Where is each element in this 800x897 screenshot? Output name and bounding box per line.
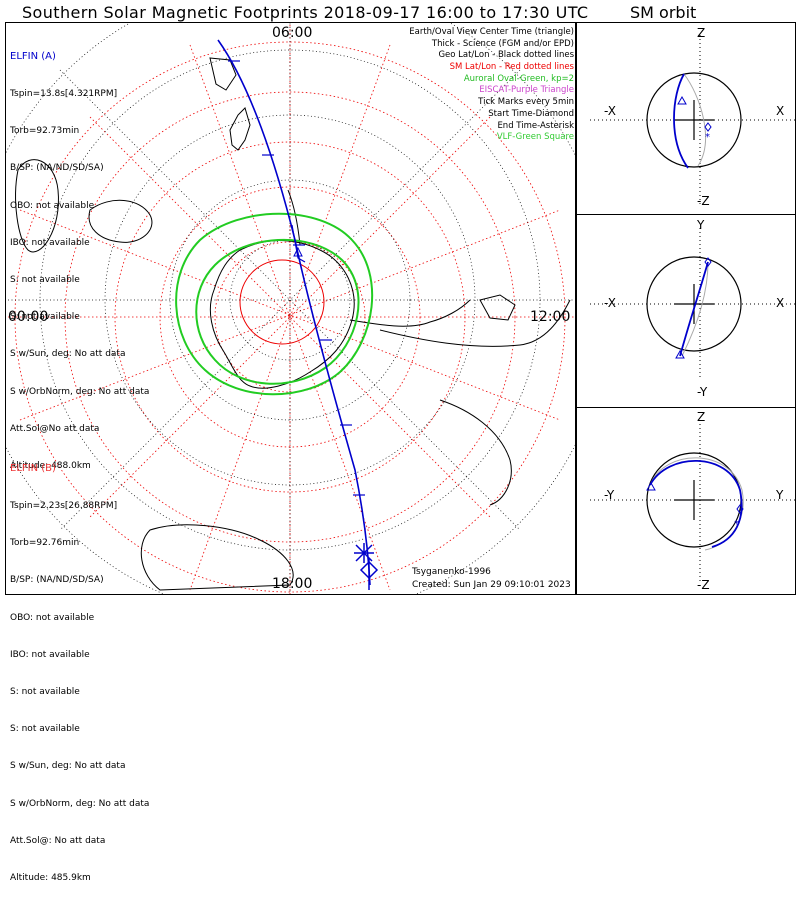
probe-b-line: S w/OrbNorm, deg: No att data	[10, 798, 150, 809]
orbit-axis-label: -Y	[604, 488, 615, 502]
footprint-map-frame	[5, 22, 576, 595]
hour-label-top: 06:00	[272, 25, 313, 41]
probe-b-line: S: not available	[10, 724, 80, 735]
svg-text:*: *	[734, 519, 739, 530]
legend-item: Auroral Oval-Green, kp=2	[463, 73, 574, 84]
legend-item: Start Time-Diamond	[488, 108, 574, 119]
legend-item: EISCAT-Purple Triangle	[479, 85, 574, 96]
probe-a-line: OBO: not available	[10, 200, 95, 211]
orbit-axis-label: -Y	[697, 385, 708, 399]
legend-item: Thick - Science (FGM and/or EPD)	[431, 38, 574, 49]
probe-a-line: Tspin=13.8s[4.321RPM]	[10, 89, 118, 100]
legend-item: SM Lat/Lon - Red dotted lines	[449, 62, 574, 73]
view-center-triangle-icon	[293, 246, 303, 257]
legend-item: Geo Lat/Lon - Black dotted lines	[438, 50, 574, 61]
probe-a-line: S w/Sun, deg: No att data	[10, 349, 126, 360]
probe-a-info: ELFIN (A) Tspin=13.8s[4.321RPM] Torb=92.…	[10, 26, 149, 485]
orbit-panels: * *	[590, 35, 795, 582]
orbit-axis-label: X	[776, 296, 785, 310]
probe-a-line: Altitude: 488.0km	[10, 461, 91, 472]
auroral-oval	[175, 212, 374, 396]
probe-a-line: B/SP: (NA/ND/SD/SA)	[10, 163, 104, 174]
orbit-axis-label: -X	[604, 296, 616, 310]
probe-b-line: S: not available	[10, 687, 80, 698]
orbit-axis-label: -Z	[697, 194, 710, 208]
probe-a-line: S: not available	[10, 312, 80, 323]
probe-b-line: B/SP: (NA/ND/SD/SA)	[10, 575, 104, 586]
orbit-panel-xy	[590, 228, 795, 380]
legend: Earth/Oval View Center Time (triangle) T…	[409, 27, 574, 144]
legend-item: VLF-Green Square	[496, 132, 574, 143]
probe-a-line: Att.Sol@No att data	[10, 423, 100, 434]
probe-a-name: ELFIN (A)	[10, 50, 56, 62]
probe-b-line: Altitude: 485.9km	[10, 873, 91, 884]
svg-text:*: *	[705, 132, 710, 143]
probe-b-line: Torb=92.76min	[10, 538, 80, 549]
probe-a-line: S: not available	[10, 275, 80, 286]
probe-b-name: ELFIN (B)	[10, 462, 56, 474]
orbit-axis-label: -Z	[697, 578, 710, 592]
orbit-axis-label: X	[776, 104, 785, 118]
probe-b-line: OBO: not available	[10, 612, 95, 623]
sm-grid	[8, 25, 575, 594]
orbit-title: SM orbit	[630, 3, 697, 22]
footprint-map	[6, 23, 575, 594]
probe-b-line: Tspin=2.23s[26.88RPM]	[10, 501, 118, 512]
probe-b-line: S w/Sun, deg: No att data	[10, 761, 126, 772]
coastlines	[15, 57, 571, 591]
start-diamond-icon	[359, 558, 379, 590]
orbit-panel-xz: *	[590, 35, 795, 205]
orbit-axis-label: Y	[776, 488, 784, 502]
legend-item: End Time-Asterisk	[497, 120, 574, 131]
hour-label-right: 12:00	[530, 309, 571, 325]
orbit-axis-label: Z	[697, 26, 706, 40]
legend-item: Tick Marks every 5min	[478, 97, 574, 108]
orbit-panels-frame	[576, 22, 796, 595]
probe-a-line: IBO: not available	[10, 237, 90, 248]
probe-a-line: S w/OrbNorm, deg: No att data	[10, 386, 150, 397]
probe-b-line: Att.Sol@: No att data	[10, 835, 106, 846]
orbit-panel-yz: *	[590, 420, 795, 582]
panel-divider	[577, 407, 795, 408]
plot-title: Southern Solar Magnetic Footprints 2018-…	[22, 3, 589, 22]
panel-divider	[577, 214, 795, 215]
orbit-axis-label: Y	[697, 218, 705, 232]
satellite-track	[217, 39, 371, 586]
created-timestamp: Created: Sun Jan 29 09:10:01 2023	[412, 580, 571, 590]
hour-label-bottom: 18:00	[272, 576, 313, 592]
track-ticks	[228, 60, 365, 496]
legend-item: Earth/Oval View Center Time (triangle)	[409, 27, 574, 37]
orbit-axis-label: -X	[604, 104, 616, 118]
hour-label-left: 00:00	[8, 309, 49, 325]
probe-a-line: Torb=92.73min	[10, 126, 80, 137]
orbit-axis-label: Z	[697, 410, 706, 424]
probe-b-line: IBO: not available	[10, 649, 90, 660]
model-credit: Tsyganenko-1996	[412, 567, 491, 577]
